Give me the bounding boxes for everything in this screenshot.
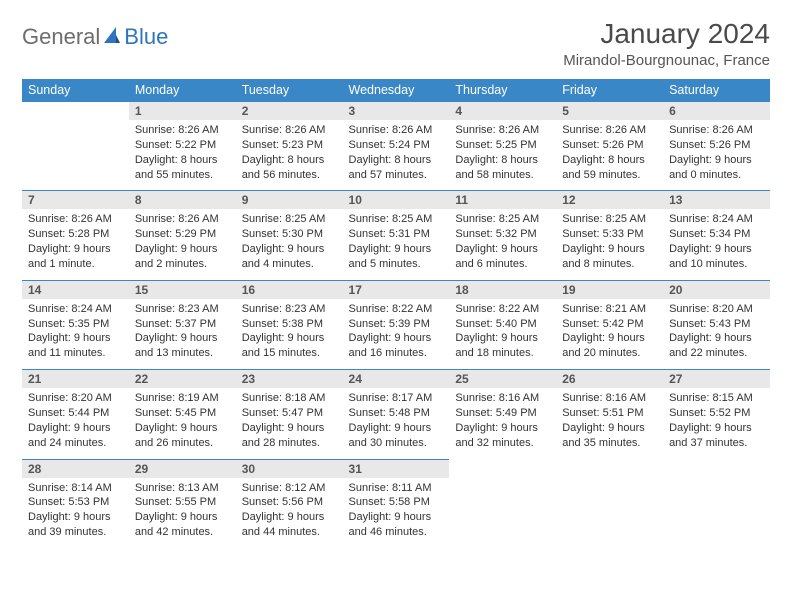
weekday-header: Saturday — [663, 79, 770, 102]
day-content-cell: Sunrise: 8:25 AMSunset: 5:31 PMDaylight:… — [343, 209, 450, 280]
day-content-cell: Sunrise: 8:24 AMSunset: 5:35 PMDaylight:… — [22, 299, 129, 370]
logo-text-general: General — [22, 24, 100, 50]
day-content-cell: Sunrise: 8:26 AMSunset: 5:25 PMDaylight:… — [449, 120, 556, 191]
day-number-cell: 19 — [556, 280, 663, 299]
header: General Blue January 2024 Mirandol-Bourg… — [22, 18, 770, 69]
day-number-cell: 23 — [236, 370, 343, 389]
day-content-cell: Sunrise: 8:26 AMSunset: 5:29 PMDaylight:… — [129, 209, 236, 280]
day-content-cell: Sunrise: 8:18 AMSunset: 5:47 PMDaylight:… — [236, 388, 343, 459]
day-content-row: Sunrise: 8:14 AMSunset: 5:53 PMDaylight:… — [22, 478, 770, 548]
day-content-cell: Sunrise: 8:26 AMSunset: 5:23 PMDaylight:… — [236, 120, 343, 191]
day-number-cell — [663, 459, 770, 478]
calendar-table: Sunday Monday Tuesday Wednesday Thursday… — [22, 79, 770, 548]
day-content-cell: Sunrise: 8:13 AMSunset: 5:55 PMDaylight:… — [129, 478, 236, 548]
weekday-header: Friday — [556, 79, 663, 102]
day-number-cell: 3 — [343, 102, 450, 121]
day-content-cell: Sunrise: 8:12 AMSunset: 5:56 PMDaylight:… — [236, 478, 343, 548]
day-number-cell: 8 — [129, 191, 236, 210]
day-number-cell: 18 — [449, 280, 556, 299]
weekday-header: Sunday — [22, 79, 129, 102]
day-number-cell: 27 — [663, 370, 770, 389]
day-content-cell: Sunrise: 8:22 AMSunset: 5:39 PMDaylight:… — [343, 299, 450, 370]
day-number-cell: 29 — [129, 459, 236, 478]
day-content-cell: Sunrise: 8:26 AMSunset: 5:22 PMDaylight:… — [129, 120, 236, 191]
logo-text-blue: Blue — [124, 24, 168, 50]
day-content-cell: Sunrise: 8:16 AMSunset: 5:49 PMDaylight:… — [449, 388, 556, 459]
weekday-header-row: Sunday Monday Tuesday Wednesday Thursday… — [22, 79, 770, 102]
day-content-row: Sunrise: 8:24 AMSunset: 5:35 PMDaylight:… — [22, 299, 770, 370]
day-content-cell: Sunrise: 8:23 AMSunset: 5:37 PMDaylight:… — [129, 299, 236, 370]
day-content-cell — [556, 478, 663, 548]
day-number-cell: 22 — [129, 370, 236, 389]
day-number-cell: 26 — [556, 370, 663, 389]
day-content-cell: Sunrise: 8:26 AMSunset: 5:26 PMDaylight:… — [663, 120, 770, 191]
day-content-cell: Sunrise: 8:25 AMSunset: 5:30 PMDaylight:… — [236, 209, 343, 280]
day-content-cell: Sunrise: 8:11 AMSunset: 5:58 PMDaylight:… — [343, 478, 450, 548]
day-number-cell: 24 — [343, 370, 450, 389]
day-number-cell: 11 — [449, 191, 556, 210]
day-content-cell: Sunrise: 8:20 AMSunset: 5:43 PMDaylight:… — [663, 299, 770, 370]
day-content-cell: Sunrise: 8:25 AMSunset: 5:33 PMDaylight:… — [556, 209, 663, 280]
logo: General Blue — [22, 18, 168, 50]
day-number-cell: 15 — [129, 280, 236, 299]
day-content-cell — [22, 120, 129, 191]
day-content-cell: Sunrise: 8:19 AMSunset: 5:45 PMDaylight:… — [129, 388, 236, 459]
day-content-cell: Sunrise: 8:25 AMSunset: 5:32 PMDaylight:… — [449, 209, 556, 280]
day-number-cell: 5 — [556, 102, 663, 121]
day-number-row: 21222324252627 — [22, 370, 770, 389]
location: Mirandol-Bourgnounac, France — [563, 52, 770, 69]
day-number-cell: 9 — [236, 191, 343, 210]
day-number-cell: 10 — [343, 191, 450, 210]
day-content-cell — [663, 478, 770, 548]
day-content-cell: Sunrise: 8:15 AMSunset: 5:52 PMDaylight:… — [663, 388, 770, 459]
day-content-cell: Sunrise: 8:22 AMSunset: 5:40 PMDaylight:… — [449, 299, 556, 370]
weekday-header: Monday — [129, 79, 236, 102]
day-content-cell: Sunrise: 8:14 AMSunset: 5:53 PMDaylight:… — [22, 478, 129, 548]
day-content-cell: Sunrise: 8:20 AMSunset: 5:44 PMDaylight:… — [22, 388, 129, 459]
day-number-cell: 28 — [22, 459, 129, 478]
day-content-row: Sunrise: 8:20 AMSunset: 5:44 PMDaylight:… — [22, 388, 770, 459]
day-number-row: 123456 — [22, 102, 770, 121]
day-content-row: Sunrise: 8:26 AMSunset: 5:22 PMDaylight:… — [22, 120, 770, 191]
day-number-cell: 21 — [22, 370, 129, 389]
day-number-cell: 16 — [236, 280, 343, 299]
day-content-cell: Sunrise: 8:16 AMSunset: 5:51 PMDaylight:… — [556, 388, 663, 459]
day-content-cell: Sunrise: 8:23 AMSunset: 5:38 PMDaylight:… — [236, 299, 343, 370]
day-content-cell: Sunrise: 8:26 AMSunset: 5:26 PMDaylight:… — [556, 120, 663, 191]
day-number-cell: 4 — [449, 102, 556, 121]
day-number-cell: 31 — [343, 459, 450, 478]
day-number-cell: 13 — [663, 191, 770, 210]
day-content-cell — [449, 478, 556, 548]
day-number-cell: 20 — [663, 280, 770, 299]
day-content-cell: Sunrise: 8:26 AMSunset: 5:28 PMDaylight:… — [22, 209, 129, 280]
day-number-cell: 30 — [236, 459, 343, 478]
title-block: January 2024 Mirandol-Bourgnounac, Franc… — [563, 18, 770, 69]
day-number-row: 28293031 — [22, 459, 770, 478]
day-number-cell: 25 — [449, 370, 556, 389]
day-number-row: 14151617181920 — [22, 280, 770, 299]
day-number-cell — [449, 459, 556, 478]
day-number-cell: 14 — [22, 280, 129, 299]
day-number-cell: 17 — [343, 280, 450, 299]
day-content-row: Sunrise: 8:26 AMSunset: 5:28 PMDaylight:… — [22, 209, 770, 280]
day-number-cell: 7 — [22, 191, 129, 210]
day-number-cell — [22, 102, 129, 121]
day-content-cell: Sunrise: 8:21 AMSunset: 5:42 PMDaylight:… — [556, 299, 663, 370]
month-title: January 2024 — [563, 18, 770, 50]
weekday-header: Wednesday — [343, 79, 450, 102]
weekday-header: Tuesday — [236, 79, 343, 102]
day-content-cell: Sunrise: 8:26 AMSunset: 5:24 PMDaylight:… — [343, 120, 450, 191]
day-content-cell: Sunrise: 8:17 AMSunset: 5:48 PMDaylight:… — [343, 388, 450, 459]
day-number-cell: 1 — [129, 102, 236, 121]
day-content-cell: Sunrise: 8:24 AMSunset: 5:34 PMDaylight:… — [663, 209, 770, 280]
day-number-cell: 6 — [663, 102, 770, 121]
weekday-header: Thursday — [449, 79, 556, 102]
day-number-cell: 12 — [556, 191, 663, 210]
day-number-cell — [556, 459, 663, 478]
logo-sail-icon — [102, 25, 122, 50]
day-number-cell: 2 — [236, 102, 343, 121]
day-number-row: 78910111213 — [22, 191, 770, 210]
